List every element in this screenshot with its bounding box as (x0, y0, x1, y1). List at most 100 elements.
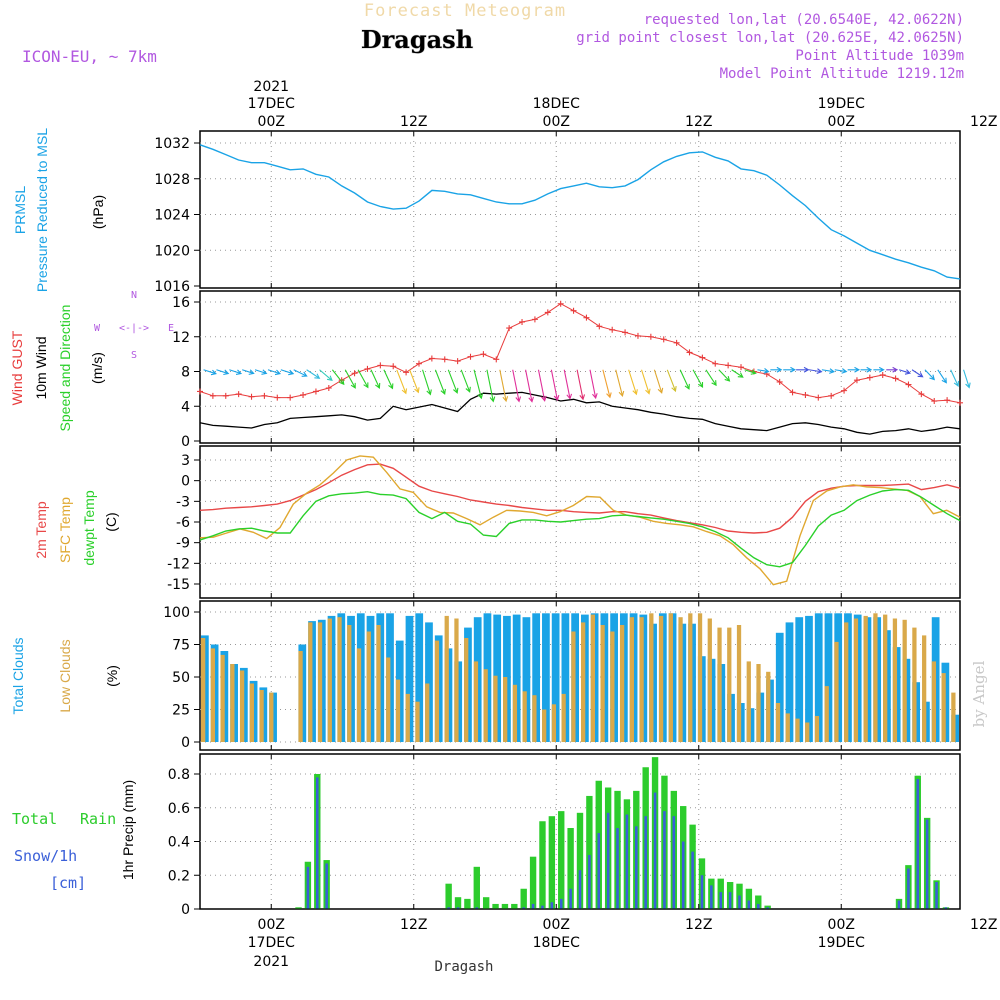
gust-marker-33 (622, 329, 629, 336)
snow-bar-43 (606, 812, 610, 909)
low-clouds-title: Low Clouds (57, 639, 73, 712)
wind-arrow-20 (460, 369, 471, 393)
temperature-ytick-label-1: 0 (181, 474, 190, 490)
gust-marker-45 (776, 378, 783, 385)
gust-marker-0 (197, 388, 203, 395)
rain-bar-27 (454, 897, 462, 909)
low-cloud-bar-11 (308, 622, 313, 742)
low-cloud-bar-29 (483, 669, 488, 742)
rain-bar-39 (567, 828, 574, 909)
low-cloud-bar-31 (503, 677, 508, 742)
wind-arrow-4 (254, 369, 268, 375)
wind-arrow-31 (602, 369, 612, 399)
gust-marker-23 (493, 356, 500, 363)
low-cloud-bar-17 (366, 631, 371, 742)
total-cloud-bar-59 (775, 632, 784, 742)
low-cloud-bar-28 (473, 661, 479, 742)
compass-w: W (94, 323, 101, 334)
wind-arrow-21 (473, 369, 484, 400)
compass-n: N (131, 290, 137, 301)
low-cloud-bar-53 (717, 627, 722, 742)
snow-bar-41 (588, 855, 591, 909)
low-cloud-bar-66 (844, 622, 849, 742)
low-cloud-bar-62 (805, 722, 810, 742)
wind-arrow-46 (796, 366, 810, 373)
gust-marker-54 (892, 375, 899, 382)
snow-bar-39 (569, 888, 572, 909)
gust-marker-25 (519, 318, 526, 325)
snow-bar-51 (681, 841, 685, 909)
rain-bar-32 (501, 903, 509, 909)
low-cloud-bar-4 (239, 670, 245, 742)
wind-arrow-50 (847, 366, 861, 373)
gust-marker-29 (570, 307, 577, 314)
dew-title: dewpt Temp (81, 490, 97, 565)
low-cloud-bar-5 (249, 683, 254, 742)
gust-marker-16 (403, 369, 410, 376)
wind-arrow-40 (718, 369, 731, 382)
wind-arrow-44 (770, 366, 783, 373)
temperature-ytick-label-5: -12 (167, 556, 190, 572)
gust-marker-56 (918, 391, 925, 398)
low-cloud-bar-34 (532, 695, 537, 742)
clouds-ytick-label-1: 25 (172, 703, 190, 719)
bottom-axis-label-0-1: 17DEC (248, 935, 295, 951)
pressure-unit: (hPa) (90, 195, 106, 229)
axis-layer: 1016 1020 1024 1028 1032 0 4 8 12 16 3 0 -3 -6 -9 -12 -1… (154, 79, 997, 970)
low-cloud-bar-36 (551, 704, 557, 742)
gust-marker-28 (557, 300, 564, 307)
low-cloud-bar-51 (697, 613, 703, 742)
wind-arrow-16 (409, 369, 420, 394)
temp-unit: (C) (103, 512, 119, 531)
rain-bar-37 (548, 816, 556, 909)
low-cloud-bar-12 (317, 622, 323, 742)
top-axis-label-0-0: 2021 (253, 79, 289, 95)
rain-bar-58 (745, 888, 753, 909)
precip-ytick-label-4: 0.8 (168, 767, 190, 783)
wind-arrow-14 (383, 369, 394, 390)
snow-bar-42 (597, 833, 601, 909)
gust-marker-53 (879, 371, 886, 378)
pressure-subtitle: Pressure Reduced to MSL (34, 128, 50, 292)
snow-bar-79 (944, 907, 948, 909)
low-cloud-bar-21 (405, 693, 410, 742)
top-axis-label-4-1: 19DEC (818, 96, 865, 112)
wind-unit: (m/s) (89, 352, 105, 384)
watermark: by Angel (970, 660, 988, 727)
low-cloud-bar-52 (707, 618, 712, 742)
low-cloud-bar-7 (269, 692, 274, 742)
low-cloud-bar-68 (863, 615, 868, 742)
precip-ytick-label-1: 0.2 (168, 868, 190, 884)
low-cloud-bar-44 (629, 617, 634, 742)
wind-arrow-15 (396, 369, 408, 395)
top-axis-label-2-2: 00Z (543, 114, 570, 130)
gust-marker-6 (274, 394, 281, 401)
total-cloud-bar-61 (795, 617, 804, 742)
gust-marker-15 (390, 363, 397, 370)
precip-ytick-label-3: 0.6 (168, 801, 190, 817)
gust-marker-48 (815, 394, 822, 401)
low-cloud-bar-10 (298, 651, 303, 742)
wind-arrow-41 (731, 369, 744, 378)
snow-bar-12 (316, 777, 319, 909)
rain-bar-10 (295, 907, 302, 909)
gust-marker-9 (312, 388, 319, 395)
wind-dir-title: Speed and Direction (57, 305, 73, 432)
gust-marker-34 (634, 332, 641, 339)
wind-arrow-32 (615, 369, 625, 397)
wind-arrow-12 (357, 369, 369, 389)
gust-marker-17 (415, 360, 422, 367)
forecast-meteogram-title: Forecast Meteogram (364, 1, 566, 21)
cloud-titles: Total Clouds Low Clouds (%) (10, 637, 120, 714)
wind-arrow-3 (242, 369, 255, 375)
snow-bar-78 (935, 882, 938, 909)
wind-panel-frame (199, 290, 961, 444)
low-cloud-bar-40 (590, 614, 596, 742)
wind-arrow-55 (911, 369, 924, 378)
gust-marker-40 (712, 360, 719, 367)
rain-bar-26 (445, 883, 452, 909)
wind-arrow-7 (293, 369, 308, 377)
total-cloud-bar-63 (814, 613, 823, 742)
snow-bar-46 (635, 826, 638, 909)
